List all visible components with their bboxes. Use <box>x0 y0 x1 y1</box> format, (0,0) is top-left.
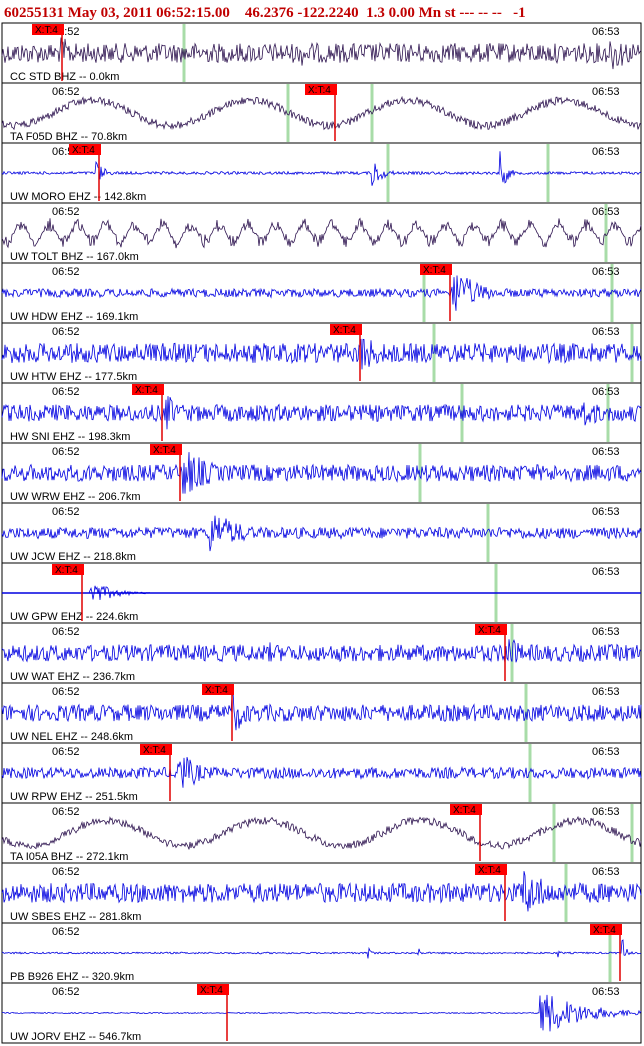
time-end: 06:53 <box>592 266 620 278</box>
pick-box <box>450 804 482 815</box>
time-start: 06:52 <box>52 386 80 398</box>
station-label: PB B926 EHZ -- 320.9km <box>10 971 134 983</box>
station-label: UW MORO EHZ -- 142.8km <box>10 191 146 203</box>
pick-box <box>590 924 622 935</box>
waveform <box>1 151 642 186</box>
pick-box <box>150 444 182 455</box>
pick-label: X:T:4 <box>453 805 476 816</box>
station-label: UW HDW EHZ -- 169.1km <box>10 311 138 323</box>
waveform <box>1 217 642 249</box>
trace-panel <box>1 982 642 1044</box>
pick-box <box>32 24 64 35</box>
pick-box <box>475 864 507 875</box>
pick-label: X:T:4 <box>423 265 446 276</box>
pick-box <box>69 144 101 155</box>
station-label: UW RPW EHZ -- 251.5km <box>10 791 138 803</box>
time-end: 06:53 <box>592 26 620 38</box>
time-start: 06:52 <box>52 326 80 338</box>
time-start: 06:52 <box>52 806 80 818</box>
pick-label: X:T:4 <box>135 385 158 396</box>
pick-label: X:T:4 <box>478 865 501 876</box>
time-end: 06:53 <box>592 506 620 518</box>
time-end: 06:53 <box>592 446 620 458</box>
event-header: 60255131 May 03, 2011 06:52:15.00 46.237… <box>4 5 526 21</box>
pick-box <box>197 984 229 995</box>
station-label: UW TOLT BHZ -- 167.0km <box>10 251 139 263</box>
waveform <box>1 939 642 959</box>
pick-label: X:T:4 <box>200 985 223 996</box>
pick-label: X:T:4 <box>55 565 78 576</box>
station-label: UW JORV EHZ -- 546.7km <box>10 1031 141 1043</box>
time-end: 06:53 <box>592 746 620 758</box>
time-start: 06:52 <box>52 86 80 98</box>
time-start: 06:52 <box>52 506 80 518</box>
waveform <box>1 815 642 850</box>
time-start: 06:52 <box>52 266 80 278</box>
pick-label: X:T:4 <box>593 925 616 936</box>
waveform <box>1 871 642 912</box>
station-label: CC STD BHZ -- 0.0km <box>10 71 119 83</box>
station-label: UW HTW EHZ -- 177.5km <box>10 371 137 383</box>
pick-box <box>132 384 164 395</box>
time-start: 06:52 <box>52 866 80 878</box>
station-label: UW WAT EHZ -- 236.7km <box>10 671 135 683</box>
station-label: UW GPW EHZ -- 224.6km <box>10 611 138 623</box>
pick-box <box>420 264 452 275</box>
station-label: TA I05A BHZ -- 272.1km <box>10 851 128 863</box>
time-start: 06:52 <box>52 686 80 698</box>
time-end: 06:53 <box>592 686 620 698</box>
pick-box <box>140 744 172 755</box>
time-end: 06:53 <box>592 326 620 338</box>
pick-label: X:T:4 <box>35 25 58 36</box>
time-start: 06:52 <box>52 206 80 218</box>
time-end: 06:53 <box>592 806 620 818</box>
time-start: 06:52 <box>52 626 80 638</box>
waveform <box>1 757 642 788</box>
pick-box <box>52 564 84 575</box>
waveform <box>1 396 642 430</box>
time-end: 06:53 <box>592 566 620 578</box>
pick-label: X:T:4 <box>205 685 228 696</box>
pick-box <box>475 624 507 635</box>
pick-label: X:T:4 <box>153 445 176 456</box>
pick-label: X:T:4 <box>478 625 501 636</box>
waveform <box>1 338 642 370</box>
station-label: TA F05D BHZ -- 70.8km <box>10 131 127 143</box>
waveform <box>2 585 641 601</box>
time-end: 06:53 <box>592 206 620 218</box>
station-label: UW JCW EHZ -- 218.8km <box>10 551 136 563</box>
station-label: UW NEL EHZ -- 248.6km <box>10 731 133 743</box>
pick-box <box>202 684 234 695</box>
time-end: 06:53 <box>592 986 620 998</box>
waveform <box>1 37 642 70</box>
time-start: 06:52 <box>52 986 80 998</box>
pick-label: X:T:4 <box>72 145 95 156</box>
time-start: 06:52 <box>52 746 80 758</box>
waveform <box>1 515 642 552</box>
waveform <box>1 95 642 131</box>
pick-label: X:T:4 <box>308 85 331 96</box>
time-end: 06:53 <box>592 626 620 638</box>
time-end: 06:53 <box>592 866 620 878</box>
pick-label: X:T:4 <box>143 745 166 756</box>
waveform <box>1 275 642 311</box>
station-label: UW SBES EHZ -- 281.8km <box>10 911 141 923</box>
pick-box <box>305 84 337 95</box>
waveform <box>1 639 642 664</box>
pick-box <box>330 324 362 335</box>
waveform <box>1 690 642 731</box>
waveform <box>2 994 642 1032</box>
station-label: HW SNI EHZ -- 198.3km <box>10 431 130 443</box>
time-end: 06:53 <box>592 86 620 98</box>
pick-label: X:T:4 <box>333 325 356 336</box>
station-label: UW WRW EHZ -- 206.7km <box>10 491 141 503</box>
time-end: 06:53 <box>592 146 620 158</box>
time-start: 06:52 <box>52 926 80 938</box>
time-start: 06:52 <box>52 446 80 458</box>
time-end: 06:53 <box>592 386 620 398</box>
waveform <box>1 452 642 494</box>
